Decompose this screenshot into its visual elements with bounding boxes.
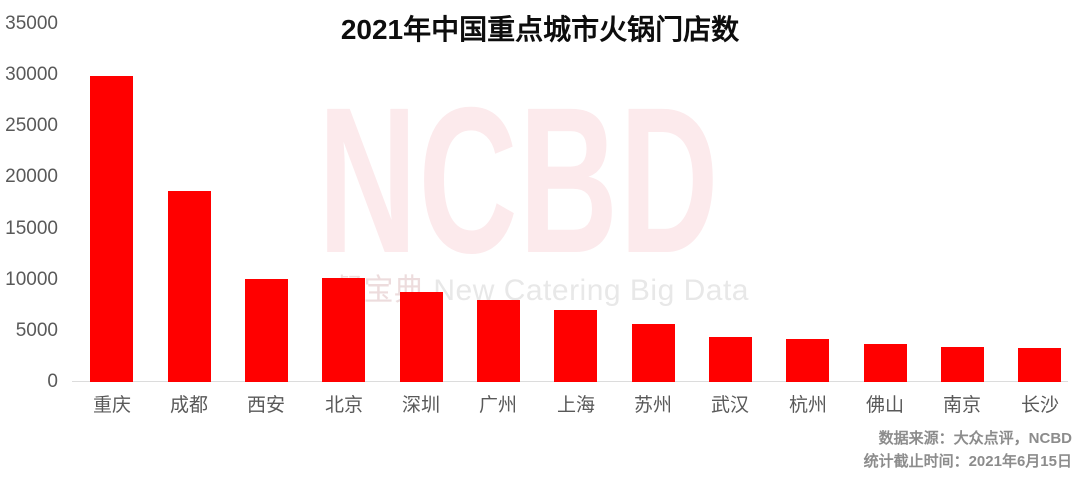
x-axis-label-西安: 西安	[246, 395, 285, 416]
bar-杭州	[786, 339, 829, 382]
y-axis-tick-label: 25000	[5, 115, 58, 137]
x-axis-label-广州: 广州	[478, 395, 517, 416]
y-axis-tick-label: 35000	[5, 13, 58, 34]
footer: 数据来源：大众点评，NCBD 统计截止时间：2021年6月15日	[864, 427, 1072, 473]
x-axis-label-南京: 南京	[942, 395, 981, 416]
y-axis-tick-label: 10000	[5, 268, 58, 290]
data-source-line: 数据来源：大众点评，NCBD	[878, 430, 1072, 447]
y-axis-tick-label: 5000	[15, 319, 58, 341]
bar-北京	[322, 278, 365, 382]
bar-苏州	[632, 324, 675, 382]
bar-佛山	[864, 344, 907, 382]
x-axis-label-北京: 北京	[324, 395, 363, 416]
ncbd-watermark-subtext: 餐宝典 New Catering Big Data	[333, 272, 749, 310]
bar-武汉	[709, 337, 752, 382]
x-axis-label-深圳: 深圳	[401, 395, 440, 416]
x-axis-label-长沙: 长沙	[1020, 395, 1059, 416]
x-axis-label-苏州: 苏州	[633, 395, 672, 416]
y-axis-tick-label: 30000	[5, 64, 58, 86]
bar-长沙	[1018, 348, 1061, 382]
x-axis-label-武汉: 武汉	[710, 395, 749, 416]
bar-广州	[477, 300, 520, 382]
y-axis-tick-label: 15000	[5, 217, 58, 239]
chart-title: 2021年中国重点城市火锅门店数	[340, 14, 740, 45]
x-axis-label-上海: 上海	[556, 395, 595, 416]
bar-成都	[168, 191, 211, 382]
x-axis-label-成都: 成都	[169, 395, 208, 416]
x-axis-label-佛山: 佛山	[865, 395, 904, 416]
stat-cutoff-line: 统计截止时间：2021年6月15日	[863, 453, 1072, 470]
y-axis-tick-label: 0	[47, 371, 58, 392]
bar-南京	[941, 347, 984, 382]
bar-深圳	[400, 292, 443, 382]
bar-重庆	[90, 76, 133, 382]
x-axis-label-重庆: 重庆	[92, 395, 131, 416]
bar-西安	[245, 279, 288, 382]
bar-上海	[554, 310, 597, 382]
y-axis-tick-label: 20000	[5, 166, 58, 188]
x-axis-label-杭州: 杭州	[788, 395, 827, 416]
ncbd-watermark-logo: NCBD	[318, 65, 720, 297]
